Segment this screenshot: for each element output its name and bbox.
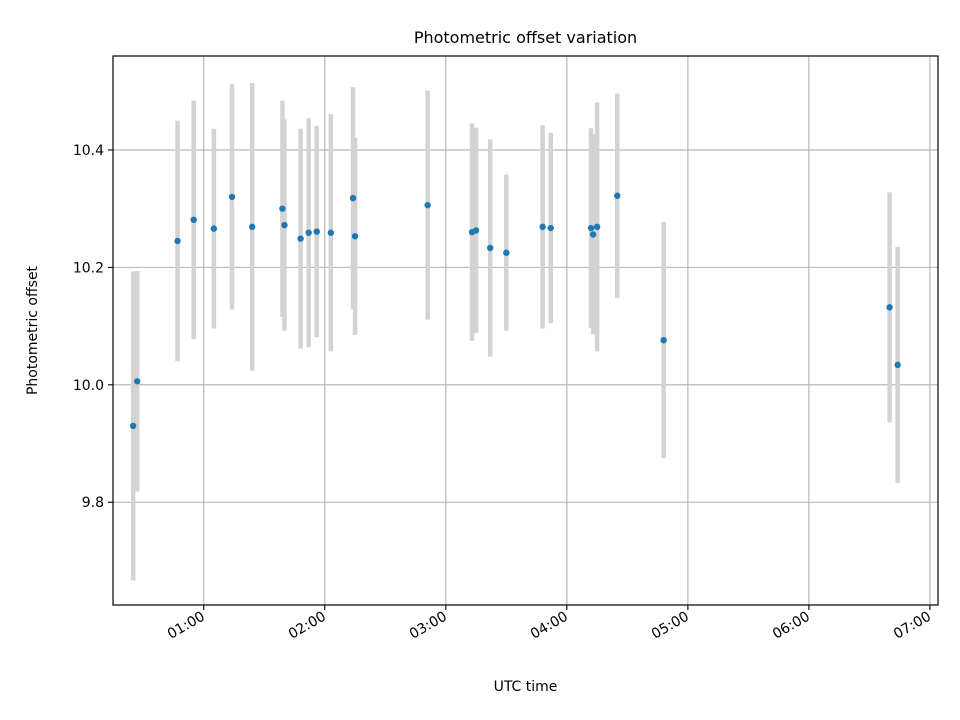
data-point bbox=[228, 193, 236, 201]
grid-lines bbox=[113, 56, 938, 605]
data-point bbox=[305, 229, 312, 236]
y-axis-label: Photometric offset bbox=[25, 265, 41, 395]
x-tick-label: 07:00 bbox=[891, 609, 934, 643]
x-tick-label: 02:00 bbox=[286, 609, 329, 643]
data-point bbox=[587, 224, 595, 232]
data-point bbox=[660, 336, 667, 344]
data-point bbox=[281, 221, 288, 229]
data-point bbox=[593, 223, 601, 231]
plot-frame bbox=[112, 55, 939, 606]
data-point bbox=[614, 192, 621, 199]
data-point bbox=[297, 235, 304, 242]
data-point bbox=[210, 225, 218, 232]
axis-ticks: 01:00 02:00 03:00 04:00 05:00 06:00 07:00 9.8 10… bbox=[73, 143, 934, 643]
x-tick-label: 03:00 bbox=[407, 609, 450, 643]
data-point bbox=[129, 422, 137, 430]
y-tick-label: 10.2 bbox=[73, 260, 104, 276]
data-point bbox=[472, 227, 480, 234]
x-tick-label: 05:00 bbox=[649, 609, 692, 643]
data-points bbox=[129, 192, 901, 430]
data-point bbox=[424, 201, 431, 209]
data-point bbox=[248, 223, 256, 231]
data-point bbox=[279, 205, 286, 212]
y-tick-label: 9.8 bbox=[82, 495, 104, 511]
data-point bbox=[894, 361, 901, 369]
data-point bbox=[589, 231, 597, 238]
data-point bbox=[503, 249, 510, 256]
chart-title: Photometric offset variation bbox=[414, 28, 637, 47]
data-point bbox=[134, 378, 141, 385]
y-tick-label: 10.0 bbox=[73, 378, 104, 394]
data-point bbox=[190, 216, 197, 224]
x-tick-label: 04:00 bbox=[528, 609, 571, 643]
data-point bbox=[174, 237, 181, 245]
x-tick-label: 01:00 bbox=[165, 609, 208, 643]
data-point bbox=[487, 244, 494, 252]
x-tick-label: 06:00 bbox=[770, 609, 813, 643]
data-point bbox=[313, 228, 320, 235]
data-point bbox=[327, 229, 335, 236]
data-point bbox=[539, 223, 546, 231]
data-point bbox=[547, 224, 554, 232]
error-bars bbox=[130, 83, 900, 581]
data-point bbox=[886, 304, 893, 311]
data-point bbox=[351, 233, 359, 240]
y-tick-label: 10.4 bbox=[73, 143, 104, 159]
data-point bbox=[349, 194, 357, 202]
x-axis-label: UTC time bbox=[494, 679, 558, 695]
